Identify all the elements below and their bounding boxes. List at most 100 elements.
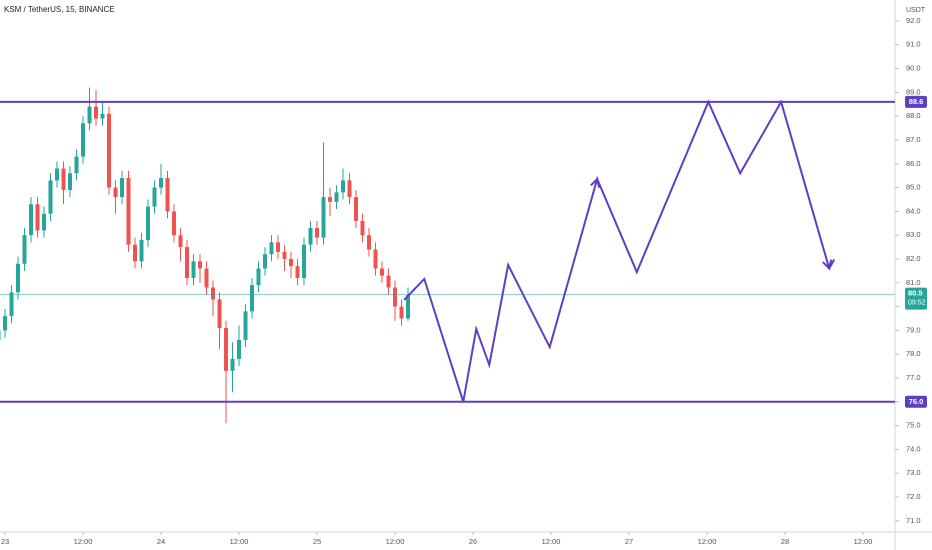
candle-body — [269, 242, 274, 255]
currency-label: USDT — [906, 7, 926, 14]
x-tick-label: 12:00 — [386, 537, 405, 546]
candle-body — [393, 287, 398, 307]
candle-body — [263, 254, 268, 269]
y-tick-label: 92.0 — [906, 16, 921, 25]
y-tick-label: 73.0 — [906, 468, 921, 477]
candle-body — [120, 178, 125, 198]
candle-body — [406, 294, 411, 319]
candle-body — [308, 228, 313, 245]
y-tick-label: 75.0 — [906, 421, 921, 430]
candle-body — [74, 156, 79, 174]
y-tick-label: 74.0 — [906, 444, 921, 453]
candle-body — [159, 178, 164, 188]
candle-body — [250, 285, 255, 312]
candle-body — [302, 244, 307, 279]
y-tick-label: 71.0 — [906, 516, 921, 525]
arrow-tail — [828, 259, 836, 269]
candle-body — [198, 261, 203, 269]
level-label-box — [905, 95, 927, 108]
candle-body — [81, 123, 86, 157]
candle-body — [133, 244, 138, 262]
y-tick-label: 86.0 — [906, 159, 921, 168]
y-tick-label: 82.0 — [906, 254, 921, 263]
candle-body — [341, 180, 346, 193]
y-tick-label: 79.0 — [906, 325, 921, 334]
y-tick-label: 81.0 — [906, 278, 921, 287]
last-price-box — [905, 287, 927, 310]
candle-body — [3, 316, 8, 331]
candle-body — [16, 263, 21, 293]
candle-body — [126, 178, 131, 245]
candle-body — [0, 330, 1, 340]
y-tick-label: 85.0 — [906, 183, 921, 192]
candle-body — [100, 113, 105, 119]
candle-body — [243, 311, 248, 340]
candle-body — [380, 268, 385, 276]
candle-body — [87, 106, 92, 124]
candle-body — [282, 251, 287, 259]
y-tick-label: 78.0 — [906, 349, 921, 358]
candle-body — [165, 178, 170, 212]
x-tick-label: 24 — [157, 537, 165, 546]
candle-body — [354, 197, 359, 221]
candle-body — [256, 268, 261, 286]
x-tick-label: 12:00 — [698, 537, 717, 546]
candle-body — [295, 266, 300, 279]
candle-body — [139, 239, 144, 262]
candle-body — [217, 299, 222, 329]
candle-body — [48, 180, 53, 214]
level-label-box — [905, 395, 927, 408]
candle-body — [360, 220, 365, 236]
candle-body — [204, 268, 209, 288]
candle-body — [35, 204, 40, 231]
candle-body — [113, 187, 118, 198]
candle-body — [55, 168, 60, 181]
candle-body — [334, 192, 339, 202]
candle-body — [315, 228, 320, 238]
candle-body — [68, 173, 73, 190]
candle-body — [178, 235, 183, 248]
candle-body — [276, 242, 281, 252]
candle-body — [386, 275, 391, 288]
candle-body — [321, 197, 326, 238]
countdown-label: 09:52 — [908, 300, 926, 307]
x-tick-label: 26 — [469, 537, 477, 546]
candle-body — [185, 247, 190, 279]
candle-body — [191, 261, 196, 279]
candle-body — [211, 287, 216, 300]
x-tick-label: 12:00 — [542, 537, 561, 546]
y-tick-label: 91.0 — [906, 40, 921, 49]
y-tick-label: 88.0 — [906, 111, 921, 120]
y-tick-label: 89.0 — [906, 87, 921, 96]
candle-body — [152, 187, 157, 207]
candle-body — [289, 258, 294, 267]
candle-body — [237, 339, 242, 359]
candle-body — [94, 106, 99, 119]
candle-body — [373, 249, 378, 269]
candle-body — [29, 204, 34, 236]
candle-body — [9, 292, 14, 317]
candle-body — [399, 306, 404, 319]
y-tick-label: 83.0 — [906, 230, 921, 239]
y-tick-label: 87.0 — [906, 135, 921, 144]
chart-title: KSM / TetherUS, 15, BINANCE — [4, 5, 115, 14]
candle-body — [328, 197, 333, 202]
candle-body — [367, 235, 372, 250]
candle-body — [230, 358, 235, 371]
candle-body — [347, 180, 352, 198]
candle-body — [172, 211, 177, 236]
candle-body — [224, 328, 229, 371]
x-tick-label: 12:00 — [74, 537, 93, 546]
x-tick-label: 12:00 — [230, 537, 249, 546]
x-tick-label: 28 — [781, 537, 789, 546]
arrow-head — [590, 176, 601, 188]
last-price-label: 80.5 — [908, 289, 923, 298]
y-tick-label: 90.0 — [906, 64, 921, 73]
candle-body — [146, 206, 151, 240]
candle-body — [22, 235, 27, 264]
x-tick-label: 27 — [625, 537, 633, 546]
x-tick-label: 12:00 — [854, 537, 873, 546]
level-label: 88.6 — [909, 97, 924, 106]
